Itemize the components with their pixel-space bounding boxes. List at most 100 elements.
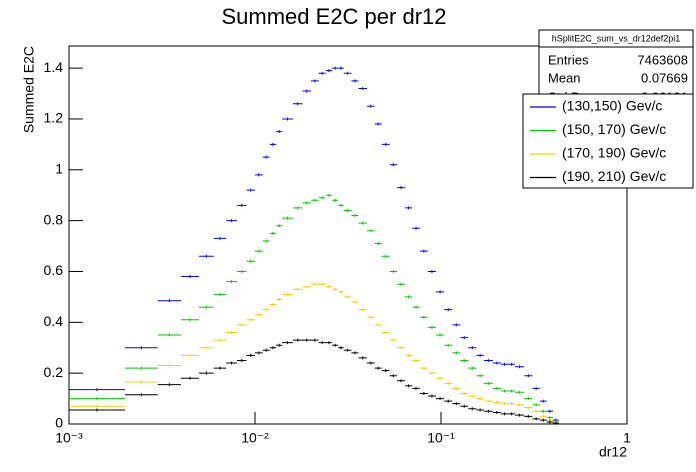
y-tick-label: 1.4 (44, 59, 64, 75)
histogram-bin (124, 366, 158, 370)
histogram-bin (226, 219, 237, 223)
stats-key: Entries (548, 52, 589, 67)
x-tick-label: 10⁻² (241, 430, 269, 446)
histogram-bin (515, 390, 525, 394)
histogram-bin (282, 117, 293, 121)
histogram-bin (444, 381, 453, 385)
histogram-bin (492, 361, 501, 365)
histogram-bin (302, 338, 311, 342)
histogram-bin (213, 366, 227, 370)
histogram-bin (325, 285, 333, 289)
histogram-bin (396, 282, 405, 286)
histogram-bin (351, 214, 359, 218)
histogram-bin (546, 416, 553, 420)
histogram-bin (515, 365, 525, 369)
stats-value: 7463608 (637, 52, 688, 67)
histogram-bin (427, 394, 437, 398)
histogram-bin (332, 343, 339, 347)
legend-label: (190, 210) Gev/c (562, 168, 666, 184)
histogram-bin (226, 361, 237, 365)
histogram-bin (389, 374, 397, 378)
y-tick-label: 0.4 (44, 313, 64, 329)
histogram-bin (500, 389, 509, 393)
histogram-bin (332, 287, 339, 291)
y-tick-label: 0 (55, 415, 63, 431)
histogram-bin (374, 366, 382, 370)
histogram-bin (381, 142, 390, 146)
histogram-bin (332, 198, 339, 202)
histogram-bin (404, 295, 413, 299)
plot-area: 10⁻³ 10⁻² 10⁻¹ 1 0 0.2 0.4 0.6 0.8 1 1.2 1.4 (44, 59, 632, 446)
histogram-bin (325, 193, 333, 197)
histogram-bin (246, 318, 255, 322)
histogram-bin (515, 413, 525, 417)
histogram-bin (389, 338, 397, 342)
legend-label: (170, 190) Gev/c (562, 145, 666, 161)
histogram-bin (396, 346, 405, 350)
histogram-bin (452, 351, 461, 355)
histogram-bin (282, 292, 293, 296)
histogram-bin (366, 104, 375, 108)
histogram-bin (366, 361, 375, 365)
histogram-bin (292, 206, 303, 210)
histogram-bin (180, 318, 200, 322)
histogram-bin (124, 346, 158, 350)
histogram-bin (226, 330, 237, 334)
histogram-bin (246, 188, 255, 192)
legend-frame (522, 93, 694, 189)
y-axis-label: Summed E2C (21, 46, 37, 133)
histogram-bin (318, 341, 326, 345)
histogram-bin (532, 403, 540, 407)
histogram-bin (226, 280, 237, 284)
histogram-bin (396, 186, 405, 190)
histogram-bin (468, 394, 477, 398)
histogram-bin (343, 71, 352, 75)
histogram-bin (460, 336, 469, 340)
histogram-bin (157, 364, 181, 368)
histogram-bin (381, 254, 390, 258)
x-tick-label: 1 (623, 430, 631, 446)
histogram-bin (468, 407, 477, 411)
histogram-bin (524, 397, 533, 401)
histogram-bin (389, 163, 397, 167)
histogram-bin (419, 391, 428, 395)
histogram-bin (452, 386, 461, 390)
x-tick-label: 10⁻¹ (427, 430, 455, 446)
histogram-bin (310, 198, 319, 202)
histogram-bin (483, 409, 493, 413)
histogram-bin (524, 405, 533, 409)
histogram-bin (532, 386, 540, 390)
histogram-bin (213, 236, 227, 240)
histogram-bin (255, 249, 263, 253)
histogram-bin (444, 399, 453, 403)
histogram-bin (396, 379, 405, 383)
histogram-bin (419, 249, 428, 253)
histogram-bin (338, 203, 344, 207)
histogram-bin (310, 282, 319, 286)
histogram-bin (404, 384, 413, 388)
histogram-bin (199, 305, 214, 309)
histogram-bin (427, 371, 437, 375)
histogram-bin (292, 102, 303, 106)
x-tick-label: 10⁻³ (55, 430, 83, 446)
histogram-bin (508, 402, 516, 406)
histogram-bin (302, 285, 311, 289)
histogram-bin (508, 362, 516, 366)
histogram-bin (508, 412, 516, 416)
histogram-bin (460, 358, 469, 362)
histogram-bin (302, 89, 311, 93)
legend-label: (150, 170) Gev/c (562, 121, 666, 137)
histogram-bin (236, 323, 247, 327)
histogram-bin (492, 386, 501, 390)
histogram-bin (310, 79, 319, 83)
histogram-bin (539, 418, 547, 422)
histogram-bin (539, 414, 547, 418)
histogram-bin (483, 358, 493, 362)
histogram-bin (338, 66, 344, 70)
histogram-bin (292, 287, 303, 291)
histogram-bin (157, 299, 181, 303)
histogram-bin (69, 404, 125, 408)
histogram-bin (539, 399, 547, 403)
histogram-bin (500, 412, 509, 416)
histogram-bin (269, 303, 277, 307)
